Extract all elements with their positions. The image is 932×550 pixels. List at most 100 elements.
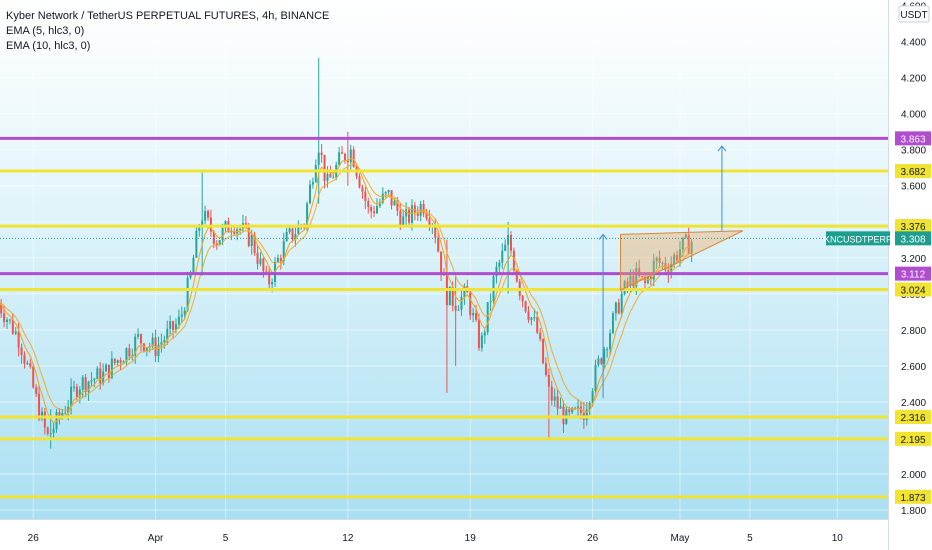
candle-body: [544, 363, 547, 375]
candle-body: [346, 160, 349, 163]
candle-body: [475, 313, 478, 320]
candle-body: [87, 381, 90, 392]
candle-body: [26, 363, 29, 365]
y-tick-label: 3.800: [901, 146, 926, 157]
candle-body: [611, 313, 614, 333]
candle-body: [233, 231, 236, 234]
level-price-tag: [895, 163, 931, 178]
candle-body: [510, 235, 513, 251]
candle-body: [550, 386, 553, 401]
candle-body: [437, 237, 440, 252]
candle-body: [539, 332, 542, 340]
candle-body: [61, 412, 64, 418]
candle-body: [399, 210, 402, 227]
candle-body: [163, 340, 166, 343]
level-price-label: 3.024: [900, 286, 925, 297]
candle-body: [5, 319, 8, 322]
candle-body: [90, 380, 93, 382]
candle-body: [594, 364, 597, 391]
candle-body: [603, 349, 606, 364]
candle-body: [562, 406, 565, 425]
candle-body: [105, 364, 108, 372]
currency-label-box: [898, 5, 930, 23]
candle-body: [195, 230, 198, 258]
candle-body: [218, 240, 221, 246]
x-tick-label: 12: [342, 533, 354, 544]
current-price-label: 3.308: [900, 234, 925, 245]
candle-body: [291, 228, 294, 240]
y-tick-label: 3.600: [901, 182, 926, 193]
candle-body: [649, 276, 652, 280]
candle-body: [373, 211, 376, 214]
candle-body: [221, 227, 224, 241]
candle-body: [250, 234, 253, 247]
candle-body: [609, 332, 612, 350]
candle-body: [122, 361, 125, 363]
candle-body: [323, 155, 326, 181]
candle-body: [201, 220, 204, 226]
candle-body: [247, 224, 250, 247]
candle-body: [52, 428, 55, 434]
candle-body: [658, 257, 661, 264]
candle-body: [320, 152, 323, 156]
candle-body: [151, 337, 154, 347]
candle-body: [40, 411, 43, 420]
level-price-label: 3.863: [900, 134, 925, 145]
candle-body: [678, 249, 681, 261]
candle-body: [571, 407, 574, 413]
candle-body: [113, 358, 116, 364]
candle-body: [416, 213, 419, 216]
candle-body: [93, 378, 96, 381]
candle-body: [533, 317, 536, 319]
candle-body: [504, 244, 507, 251]
candle-body: [70, 386, 73, 407]
level-price-tag: [895, 489, 931, 504]
candle-body: [38, 393, 41, 420]
y-tick-label: 4.200: [901, 74, 926, 85]
candle-body: [125, 348, 128, 362]
candle-body: [192, 257, 195, 272]
symbol-label: KNCUSDTPERP: [824, 234, 892, 244]
candle-body: [134, 336, 137, 356]
target-arrow-head: [717, 145, 727, 152]
level-price-label: 3.376: [900, 222, 925, 233]
candle-body: [472, 313, 475, 316]
candle-body: [384, 192, 387, 194]
candle-body: [29, 363, 32, 367]
candle-body: [495, 266, 498, 277]
candle-body: [271, 282, 274, 285]
candle-body: [469, 292, 472, 316]
candle-body: [687, 234, 690, 254]
candle-body: [306, 203, 309, 226]
ema5-line: [0, 158, 692, 424]
candle-body: [140, 334, 143, 344]
candle-body: [212, 231, 215, 244]
candle-body: [530, 317, 533, 320]
candle-body: [515, 270, 518, 282]
candle-body: [690, 241, 693, 254]
candle-body: [308, 184, 311, 204]
candle-body: [253, 234, 256, 253]
candle-body: [597, 358, 600, 365]
ascending-triangle-pattern: [620, 230, 744, 292]
candle-body: [635, 268, 638, 287]
x-tick-label: Apr: [148, 533, 164, 544]
candle-body: [244, 223, 247, 225]
candle-body: [606, 349, 609, 351]
candle-body: [454, 305, 457, 311]
candle-body: [35, 387, 38, 394]
chart-title: Kyber Network / TetherUS PERPETUAL FUTUR…: [6, 10, 330, 22]
level-price-tag: [895, 431, 931, 446]
candle-body: [285, 231, 288, 242]
candle-body: [413, 205, 416, 214]
candle-body: [451, 286, 454, 306]
level-price-tag: [895, 266, 931, 281]
candle-body: [402, 216, 405, 227]
x-tick-label: 10: [832, 533, 844, 544]
candle-body: [460, 296, 463, 310]
chart-legend: Kyber Network / TetherUS PERPETUAL FUTUR…: [6, 9, 329, 54]
candle-body: [99, 368, 102, 384]
candle-body: [17, 331, 20, 348]
candle-body: [169, 321, 172, 329]
